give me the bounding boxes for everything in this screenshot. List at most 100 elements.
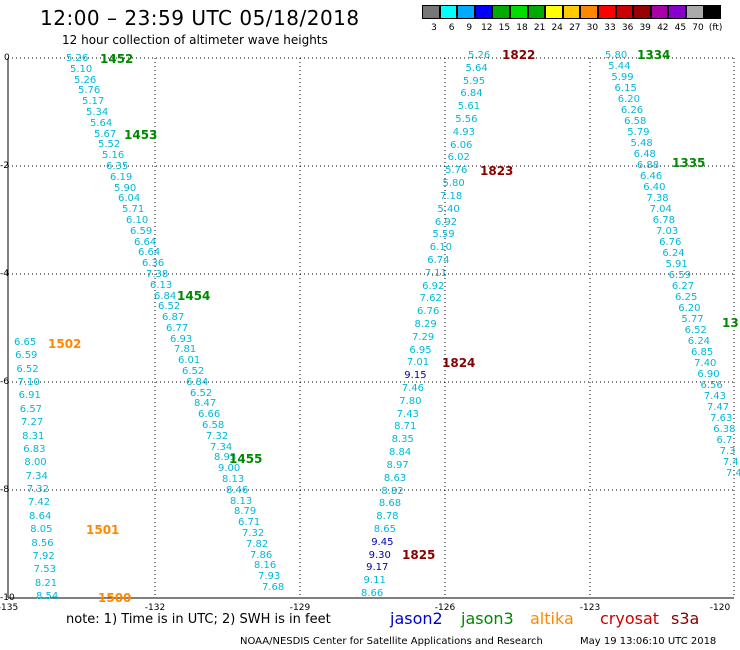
- wave-height-value: 7.40: [694, 358, 717, 369]
- wave-height-value: 7.68: [262, 582, 285, 593]
- wave-height-value: 5.16: [102, 150, 125, 162]
- wave-height-value: 5.76: [78, 85, 101, 97]
- wave-height-value: 6.76: [659, 237, 682, 248]
- wave-height-value: 8.82: [381, 485, 404, 497]
- pass-time-label: 1335: [672, 156, 706, 170]
- wave-height-value: 6.06: [450, 139, 473, 151]
- pass-time-label: 1334: [637, 48, 671, 62]
- color-scale-label: 36: [621, 23, 634, 33]
- wave-height-value: 5.26: [74, 74, 97, 86]
- color-scale-label: (ft): [708, 23, 723, 33]
- wave-height-value: 6.59: [130, 225, 153, 237]
- wave-height-value: 6.65: [14, 337, 37, 348]
- wave-height-value: 6.25: [675, 292, 698, 303]
- color-scale-label: 12: [481, 23, 493, 33]
- wave-height-value: 8.13: [222, 474, 245, 486]
- wave-height-value: 8.47: [194, 398, 217, 410]
- wave-height-value: 6.04: [118, 193, 141, 205]
- latitude-label: -6: [0, 377, 9, 387]
- color-scale-label: 15: [498, 23, 511, 33]
- wave-height-value: 9.15: [404, 370, 427, 382]
- wave-height-value: 7.34: [25, 470, 48, 482]
- wave-height-value: 5.67: [94, 128, 117, 140]
- wave-height-value: 5.76: [445, 165, 468, 177]
- wave-height-value: 6.26: [620, 105, 644, 116]
- wave-height-value: 8.46: [226, 484, 249, 496]
- wave-height-value: 6.88: [636, 160, 660, 171]
- wave-height-value: 7.4: [726, 468, 740, 479]
- wave-height-value: 6.92: [422, 280, 445, 292]
- pass-time-label: 1823: [480, 164, 514, 178]
- wave-height-value: 5.80: [442, 178, 465, 190]
- wave-height-value: 6.59: [15, 350, 38, 362]
- wave-height-value: 5.34: [86, 106, 109, 118]
- wave-height-value: 7.53: [33, 564, 56, 576]
- wave-height-value: 5.10: [70, 63, 93, 75]
- wave-height-value: 6.93: [170, 333, 193, 345]
- wave-height-value: 8.63: [383, 472, 407, 484]
- color-scale-label: 24: [551, 23, 563, 33]
- color-swatch: [509, 5, 528, 19]
- wave-height-value: 9.45: [371, 536, 394, 548]
- wave-height-value: 7.82: [246, 538, 269, 550]
- color-swatch: [615, 5, 634, 19]
- color-swatch: [545, 5, 563, 19]
- wave-height-value: 7.92: [32, 550, 55, 562]
- legend-jason2: jason2: [390, 609, 443, 628]
- wave-height-value: 6.27: [671, 281, 695, 292]
- wave-height-value: 8.78: [376, 511, 399, 523]
- color-swatch: [562, 5, 581, 19]
- color-swatch: [580, 5, 598, 19]
- wave-height-value: 7.4: [722, 457, 739, 468]
- pass-time-label: 1822: [502, 48, 536, 62]
- wave-height-value: 9.00: [218, 463, 241, 475]
- wave-height-value: 5.99: [611, 72, 634, 83]
- color-swatch: [597, 5, 616, 19]
- wave-height-value: 6.52: [158, 301, 181, 313]
- wave-height-value: 6.35: [106, 160, 129, 172]
- pass-time-label: 1453: [124, 128, 158, 142]
- color-swatch: [650, 5, 669, 19]
- wave-height-value: 9.11: [363, 575, 386, 587]
- wave-height-value: 8.16: [254, 560, 277, 572]
- wave-height-value: 6.57: [19, 403, 43, 415]
- wave-height-value: 5.26: [66, 53, 89, 64]
- wave-height-value: 6.90: [697, 369, 720, 380]
- credit-text: NOAA/NESDIS Center for Satellite Applica…: [240, 636, 543, 647]
- wave-height-value: 6.15: [614, 83, 637, 94]
- wave-height-value: 5.77: [681, 314, 704, 325]
- wave-height-value: 6.24: [687, 336, 711, 347]
- color-scale-label: 21: [533, 23, 546, 33]
- wave-height-value: 5.91: [665, 259, 688, 270]
- wave-height-value: 9.30: [368, 549, 391, 561]
- wave-height-value: 6.66: [198, 409, 221, 421]
- wave-height-value: 7.80: [399, 395, 422, 407]
- wave-height-value: 8.68: [378, 498, 402, 510]
- wave-height-value: 7.93: [258, 571, 281, 583]
- color-swatch: [527, 5, 546, 19]
- wave-height-value: 7.38: [146, 268, 169, 280]
- wave-height-value: 7.27: [20, 417, 44, 429]
- wave-height-value: 6.84: [186, 376, 209, 388]
- wave-height-value: 5.48: [630, 138, 653, 149]
- wave-height-value: 6.56: [700, 380, 723, 391]
- wave-height-value: 6.84: [154, 290, 177, 302]
- wave-height-value: 8.97: [386, 459, 409, 471]
- wave-height-value: 7.63: [710, 413, 733, 424]
- pass-time-label: 1501: [86, 523, 120, 537]
- pass-time-label: 1454: [177, 289, 211, 303]
- wave-height-value: 8.66: [361, 588, 384, 599]
- wave-height-value: 5.56: [455, 114, 478, 126]
- pass-time-label: 1825: [402, 548, 436, 562]
- latitude-label: 0: [4, 53, 10, 63]
- wave-height-value: 7.32: [206, 430, 229, 442]
- color-scale-label: 18: [516, 23, 528, 33]
- wave-height-value: 8.35: [391, 434, 414, 446]
- wave-height-value: 7.42: [27, 497, 51, 509]
- wave-height-value: 4.93: [452, 126, 475, 138]
- color-scale-label: 45: [674, 23, 687, 33]
- wave-height-value: 8.56: [31, 537, 54, 549]
- color-scale-bar: [422, 5, 722, 19]
- wave-height-value: 6.19: [110, 171, 133, 183]
